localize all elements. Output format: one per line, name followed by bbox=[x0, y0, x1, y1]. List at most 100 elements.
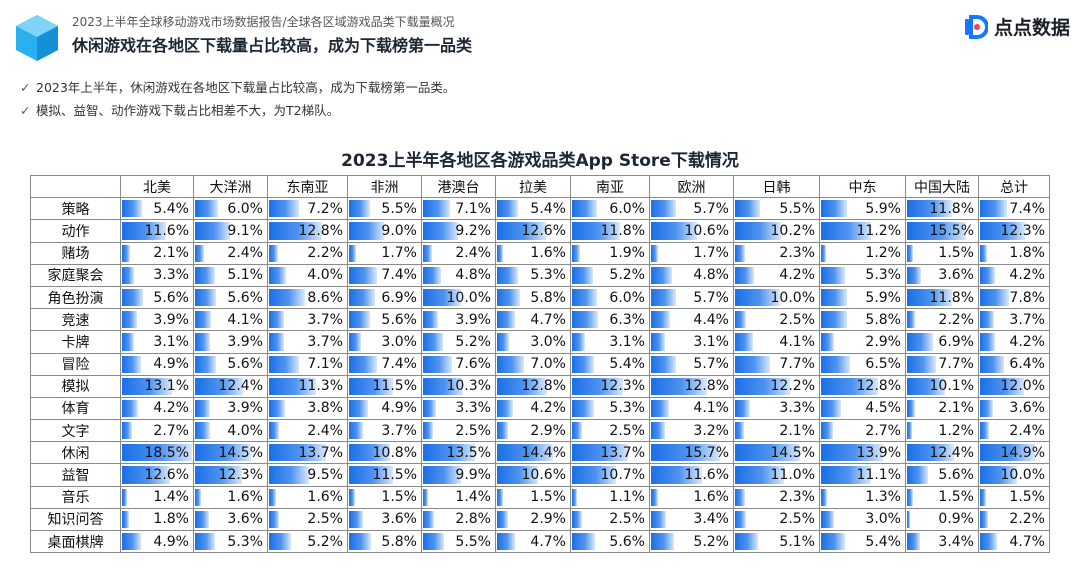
share-cell: 10.7% bbox=[570, 463, 650, 487]
share-label: 2.3% bbox=[779, 245, 815, 262]
share-bar bbox=[735, 377, 790, 395]
share-label: 7.7% bbox=[779, 356, 815, 373]
share-bar bbox=[821, 422, 834, 440]
share-label: 7.0% bbox=[530, 356, 566, 373]
share-cell: 2.5% bbox=[421, 419, 496, 443]
share-bar bbox=[735, 533, 758, 551]
share-label: 10.6% bbox=[521, 467, 566, 484]
share-cell: 2.5% bbox=[733, 507, 820, 532]
share-label: 2.9% bbox=[530, 422, 566, 439]
share-bar bbox=[980, 222, 1026, 240]
share-bar bbox=[423, 266, 442, 284]
share-bar bbox=[980, 355, 1004, 373]
share-bar bbox=[497, 333, 509, 351]
share-bar bbox=[269, 510, 280, 528]
share-bar bbox=[497, 355, 525, 373]
share-cell: 3.9% bbox=[120, 308, 194, 332]
share-cell: 3.6% bbox=[347, 507, 422, 532]
share-label: 1.4% bbox=[455, 489, 491, 506]
share-cell: 1.8% bbox=[120, 507, 194, 532]
share-bar bbox=[349, 399, 368, 418]
share-cell: 2.7% bbox=[819, 419, 906, 443]
share-cell: 12.3% bbox=[193, 463, 268, 487]
category-label: 休闲 bbox=[30, 441, 121, 465]
share-bar bbox=[907, 311, 916, 329]
share-cell: 1.5% bbox=[347, 485, 422, 509]
share-bar bbox=[497, 244, 504, 262]
share-label: 3.9% bbox=[227, 333, 263, 350]
share-cell: 5.7% bbox=[649, 285, 734, 310]
share-bar bbox=[821, 244, 827, 262]
category-label: 文字 bbox=[30, 419, 121, 443]
share-bar bbox=[349, 311, 371, 329]
share-label: 5.7% bbox=[693, 356, 729, 373]
share-label: 7.8% bbox=[1009, 289, 1045, 306]
share-cell: 5.6% bbox=[120, 285, 194, 310]
share-cell: 2.1% bbox=[905, 396, 979, 421]
share-cell: 7.1% bbox=[267, 352, 348, 376]
share-cell: 7.1% bbox=[421, 197, 496, 221]
table-row: 体育 4.2% 3.9% 3.8% 4.9% 3.3% 4.2% 5.3% 4.1% 3.3% 4.… bbox=[30, 396, 1050, 421]
share-bar bbox=[907, 422, 912, 440]
share-cell: 4.2% bbox=[978, 263, 1050, 287]
share-cell: 2.9% bbox=[495, 507, 571, 532]
share-cell: 5.2% bbox=[267, 529, 348, 554]
share-label: 3.3% bbox=[455, 400, 491, 417]
share-bar bbox=[907, 200, 952, 218]
share-bar bbox=[980, 488, 986, 506]
share-cell: 4.0% bbox=[267, 263, 348, 287]
share-cell: 3.4% bbox=[905, 529, 979, 554]
share-bar bbox=[497, 533, 516, 551]
share-bar bbox=[269, 355, 299, 373]
share-label: 10.1% bbox=[929, 378, 974, 395]
share-cell: 7.7% bbox=[905, 352, 979, 376]
share-bar bbox=[651, 488, 658, 506]
share-label: 14.4% bbox=[521, 444, 566, 461]
share-bar bbox=[651, 333, 665, 351]
share-label: 4.1% bbox=[693, 400, 729, 417]
share-bar bbox=[497, 311, 516, 329]
share-cell: 1.7% bbox=[347, 241, 422, 265]
share-cell: 4.8% bbox=[649, 263, 734, 287]
brand-mark-icon bbox=[964, 14, 988, 39]
table-row: 休闲 18.5% 14.5% 13.7% 10.8% 13.5% 14.4% 13.7% 15.… bbox=[30, 441, 1050, 465]
share-bar bbox=[195, 244, 205, 262]
share-label: 5.6% bbox=[609, 533, 645, 550]
share-label: 1.3% bbox=[865, 489, 901, 506]
share-label: 3.0% bbox=[865, 511, 901, 528]
share-bar bbox=[572, 533, 595, 551]
share-label: 1.6% bbox=[227, 489, 263, 506]
share-bar bbox=[572, 244, 580, 262]
share-label: 3.6% bbox=[1009, 400, 1045, 417]
share-cell: 12.8% bbox=[267, 219, 348, 243]
share-bar bbox=[980, 422, 989, 440]
share-cell: 12.8% bbox=[495, 374, 571, 398]
share-label: 7.2% bbox=[307, 200, 343, 217]
share-cell: 1.6% bbox=[193, 485, 268, 509]
share-bar bbox=[423, 444, 475, 462]
share-bar bbox=[907, 266, 921, 284]
share-cell: 8.6% bbox=[267, 285, 348, 310]
share-label: 3.0% bbox=[381, 333, 417, 350]
table-row: 模拟 13.1% 12.4% 11.3% 11.5% 10.3% 12.8% 12.3% 12.… bbox=[30, 374, 1050, 398]
share-label: 5.6% bbox=[227, 356, 263, 373]
share-label: 1.8% bbox=[153, 511, 189, 528]
share-label: 5.7% bbox=[693, 289, 729, 306]
share-cell: 2.4% bbox=[978, 419, 1050, 443]
share-bar bbox=[349, 222, 384, 240]
share-cell: 5.6% bbox=[905, 463, 979, 487]
share-cell: 3.3% bbox=[733, 396, 820, 421]
share-label: 11.6% bbox=[684, 467, 729, 484]
share-cell: 7.0% bbox=[495, 352, 571, 376]
share-cell: 3.4% bbox=[649, 507, 734, 532]
share-label: 11.0% bbox=[770, 467, 815, 484]
region-header: 总计 bbox=[978, 174, 1050, 199]
share-bar bbox=[122, 488, 128, 506]
share-label: 12.3% bbox=[218, 467, 263, 484]
share-label: 11.2% bbox=[856, 222, 901, 239]
table-row: 桌面棋牌 4.9% 5.3% 5.2% 5.8% 5.5% 4.7% 5.6% 5.2% 5.1%… bbox=[30, 529, 1050, 554]
share-bar bbox=[349, 488, 355, 506]
share-bar bbox=[980, 333, 996, 351]
share-label: 3.3% bbox=[153, 267, 189, 284]
share-cell: 6.5% bbox=[819, 352, 906, 376]
